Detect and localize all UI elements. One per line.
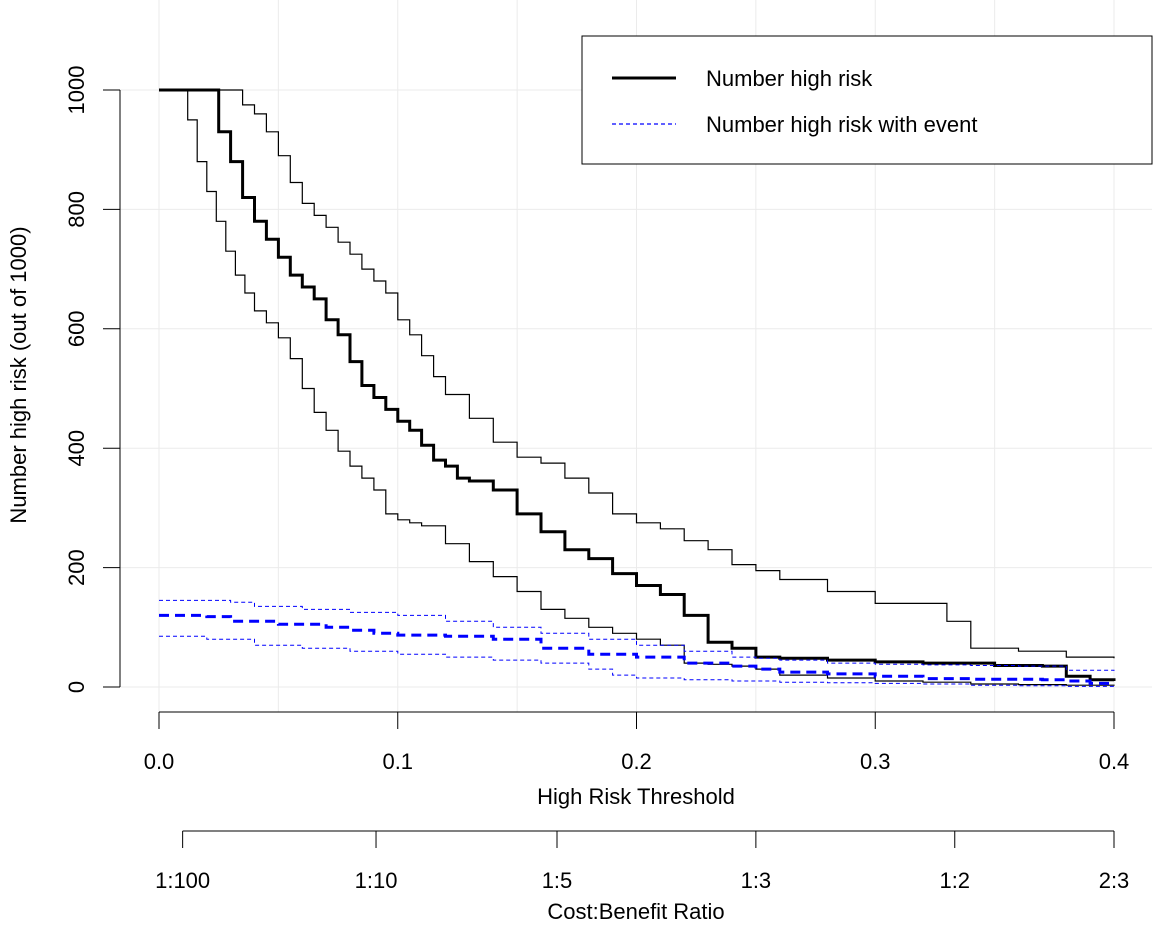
x-tick-label: 0.3 — [860, 749, 891, 774]
series-layer — [159, 88, 1116, 687]
cost-benefit-tick-label: 1:10 — [355, 868, 398, 893]
cost-benefit-axis-title: Cost:Benefit Ratio — [547, 899, 724, 924]
x-tick-label: 0.2 — [621, 749, 652, 774]
y-axis: 0 200 400 600 800 1000 — [64, 66, 121, 693]
x-tick-label: 0.0 — [144, 749, 175, 774]
series-line-number-high-risk — [159, 88, 1116, 682]
x-axis: 0.0 0.1 0.2 0.3 0.4 — [144, 711, 1130, 774]
legend-box — [581, 35, 1153, 165]
cost-benefit-tick-label: 1:3 — [741, 868, 772, 893]
x-axis-title: High Risk Threshold — [537, 784, 735, 809]
series-line-bound-4 — [159, 599, 1115, 671]
y-axis-title: Number high risk (out of 1000) — [6, 226, 31, 523]
x-tick-label: 0.4 — [1099, 749, 1130, 774]
legend-label-number-high-risk: Number high risk — [706, 66, 873, 91]
y-tick-label: 200 — [64, 549, 89, 586]
legend-label-number-high-risk-with-event: Number high risk with event — [706, 112, 977, 137]
y-tick-label: 600 — [64, 310, 89, 347]
series-line-bound-1 — [159, 89, 1115, 659]
x-tick-label: 0.1 — [382, 749, 413, 774]
y-tick-label: 800 — [64, 191, 89, 228]
series-line-number-high-risk-with-event — [159, 613, 1116, 685]
y-tick-label: 1000 — [64, 66, 89, 115]
y-tick-label: 0 — [64, 681, 89, 693]
series-line-bound-5 — [159, 635, 1114, 687]
cost-benefit-tick-label: 2:3 — [1099, 868, 1130, 893]
legend: Number high risk Number high risk with e… — [581, 35, 1153, 165]
cost-benefit-tick-label: 1:2 — [939, 868, 970, 893]
cost-benefit-axis: 1:100 1:10 1:5 1:3 1:2 2:3 — [155, 830, 1130, 893]
y-tick-label: 400 — [64, 430, 89, 467]
cost-benefit-tick-label: 1:5 — [542, 868, 573, 893]
cost-benefit-tick-label: 1:100 — [155, 868, 210, 893]
